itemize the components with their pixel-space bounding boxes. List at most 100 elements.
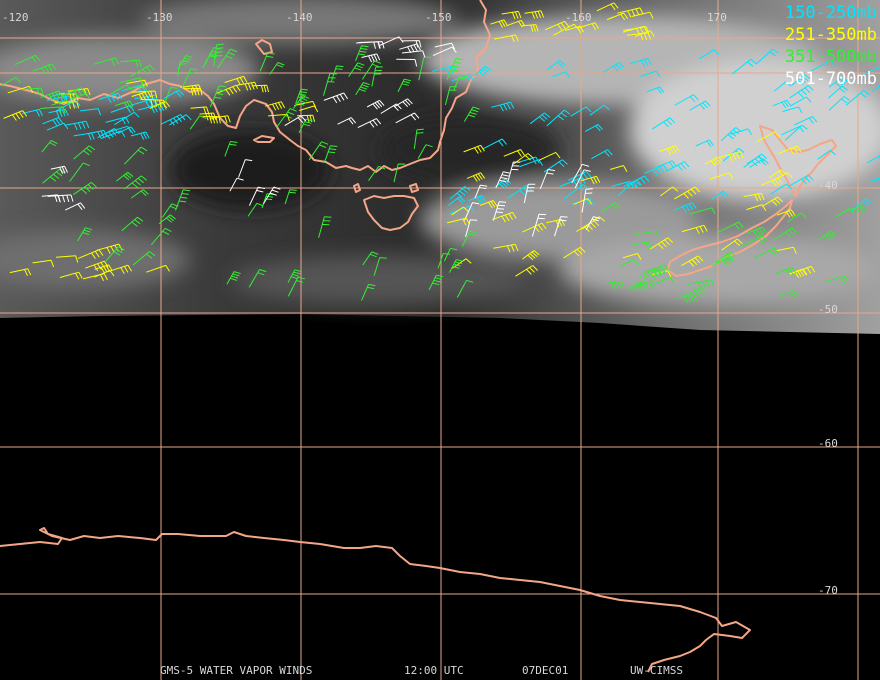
wind-barb [731,58,757,75]
wind-barb [789,96,812,107]
wind-barb [789,174,814,187]
wind-barb [413,128,424,149]
wind-barb [248,186,266,206]
wind-barb [674,186,701,200]
wind-barb [819,230,837,241]
wind-barb [546,109,571,127]
wind-barb [50,165,68,174]
wind-barb [709,172,734,180]
wind-barb [782,106,803,114]
wind-barb [123,175,148,190]
wind-barb [379,36,404,47]
wind-barb [80,108,102,116]
wind-barb [14,54,41,66]
wind-barb [721,147,745,163]
wind-barb [655,276,675,285]
wind-barb [570,106,592,117]
lon-label-120: -120 [2,11,29,24]
wind-barb [130,64,155,78]
wind-barb [761,177,783,187]
wind-barb [131,90,152,101]
wind-barb [749,158,769,168]
wind-barb [699,49,720,60]
wind-barb [71,93,91,100]
wind-barb [209,85,227,108]
wind-barb [456,279,474,298]
wind-barb [110,84,132,95]
wind-barb [434,42,456,50]
pressure-legend-item-2: 251-350mb [784,25,877,45]
wind-barb [40,90,64,101]
wind-barb [674,202,697,213]
wind-barb [361,60,382,80]
wind-barb [356,41,381,49]
wind-barb [631,11,654,19]
wind-barb [646,86,665,94]
wind-barb [394,98,413,108]
footer-time: 12:00 UTC [404,664,464,677]
wind-barb [169,114,192,126]
wind-barb [506,19,526,28]
wind-barb [704,156,724,167]
wind-barb [348,62,365,77]
footer-date: 07DEC01 [522,664,569,677]
wind-barb [121,216,144,232]
wind-barb [259,52,275,72]
wind-barb [399,43,421,54]
wind-barb [105,246,125,262]
wind-barb [224,75,248,85]
wind-barb [474,184,488,199]
wind-barb [269,62,285,75]
wind-barb [293,95,310,109]
wind-barb [493,34,519,43]
wind-barb [515,265,538,277]
wind-barb [443,247,458,262]
wind-barb [64,120,90,131]
wind-barb [552,71,570,78]
wind-barb [524,10,545,19]
wind-barb [538,151,561,161]
wind-barb [627,280,648,291]
wind-barb [576,220,600,232]
wind-barb [251,84,270,93]
wind-barb [428,274,444,291]
wind-barb [123,146,148,165]
kangaroo-island [253,135,275,143]
wind-barb [119,77,144,85]
wind-barb [163,89,184,100]
wind-barb [463,144,485,154]
wind-barb [19,87,44,96]
wind-barb [160,114,186,126]
wind-barb [294,100,317,108]
wind-barb [114,111,140,126]
wind-barb [695,139,714,147]
wind-barb [589,104,610,116]
wind-barb [609,165,628,172]
wind-barbs [0,2,880,304]
lat-label-40: -40 [818,179,838,192]
wind-barb [7,85,34,94]
wind-barb [787,212,807,223]
wind-barb [437,253,451,269]
wind-barb [545,20,570,31]
wind-barb [362,251,379,266]
lat-label-70: -70 [818,584,838,597]
wind-barb [845,90,870,106]
wind-barb [161,203,179,218]
wind-barb [596,2,619,12]
wind-barb [465,219,478,238]
wind-barb [635,230,659,238]
pressure-legend-item-4: 501-700mb [784,69,877,89]
wind-barb [295,88,308,104]
wind-barb [761,196,783,207]
wind-barb [401,40,422,48]
wind-barb [546,218,565,228]
wind-barb [98,92,123,103]
wind-barb [622,253,642,260]
lat-label-60: -60 [818,437,838,450]
wind-barb [46,122,69,131]
wind-barb [659,145,680,155]
wind-barb [268,113,290,122]
